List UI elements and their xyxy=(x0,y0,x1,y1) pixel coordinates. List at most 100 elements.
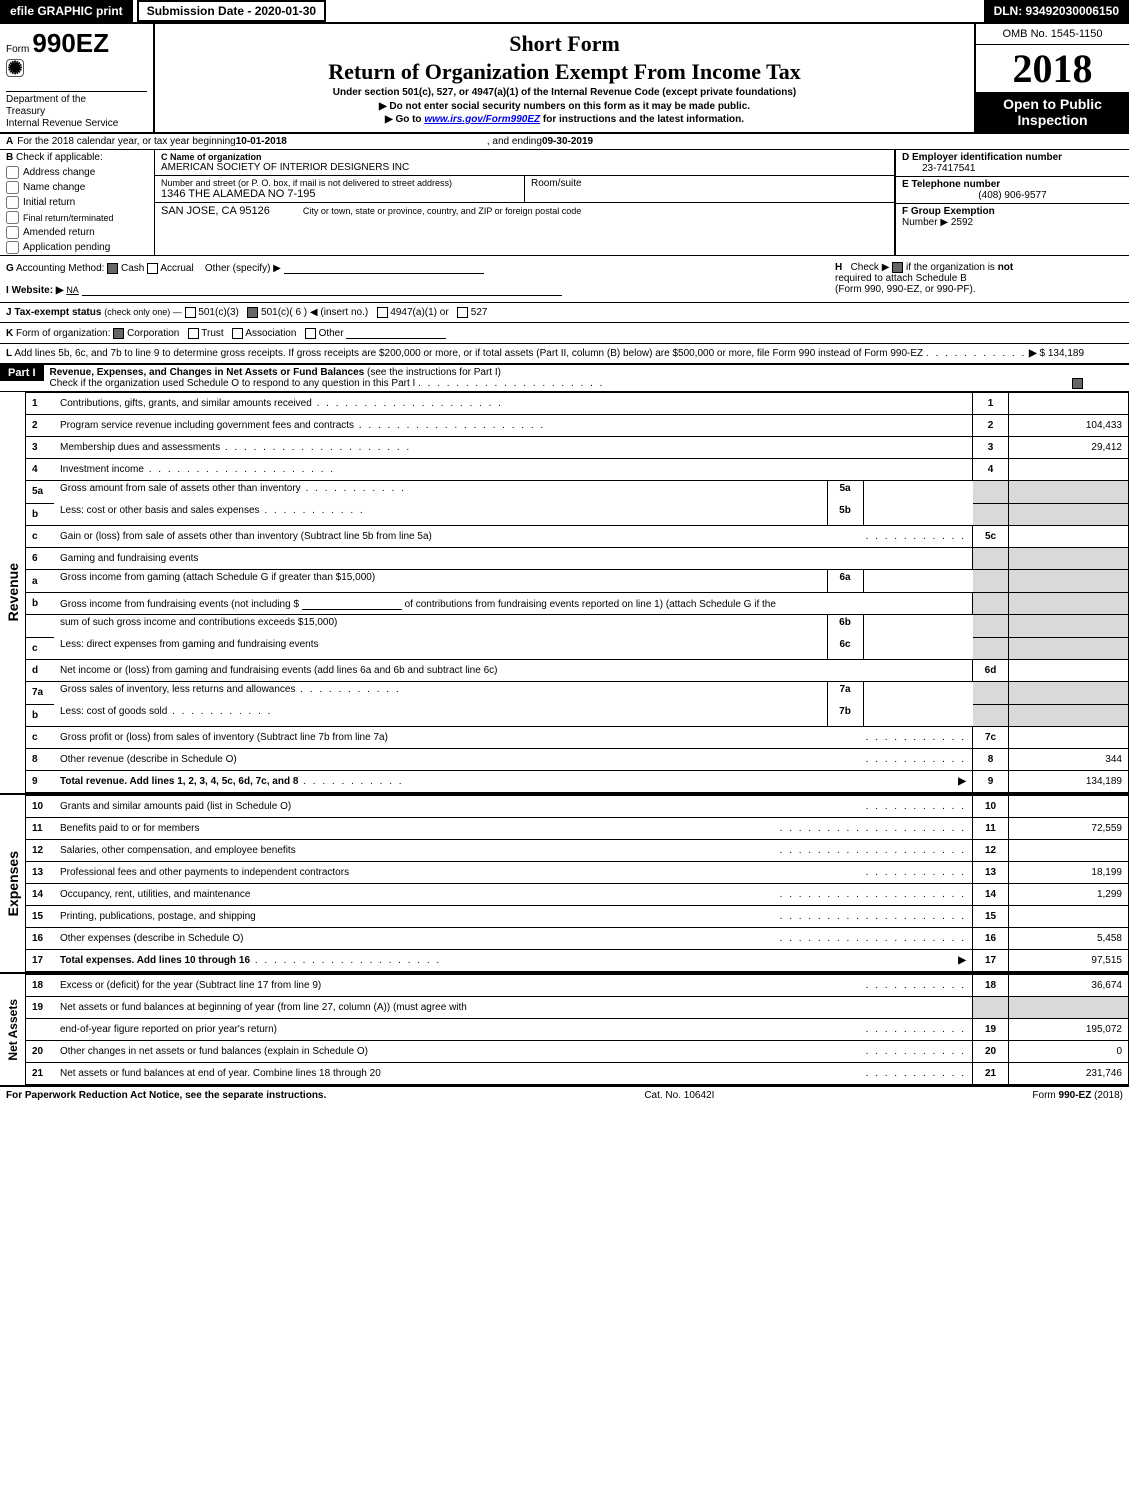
check-address-change[interactable]: Address change xyxy=(0,165,154,180)
sub3-post: for instructions and the latest informat… xyxy=(540,114,744,125)
checkbox-amended[interactable] xyxy=(6,226,19,239)
irs-seal-icon: ✺ xyxy=(6,59,24,77)
line-15: 15Printing, publications, postage, and s… xyxy=(26,906,1129,928)
footer-mid: Cat. No. 10642I xyxy=(644,1090,714,1101)
h-not: not xyxy=(998,262,1014,273)
expenses-table: 10Grants and similar amounts paid (list … xyxy=(26,795,1129,972)
i-letter: I xyxy=(6,285,9,296)
f-label2: Number ▶ xyxy=(902,217,948,228)
line-21: 21Net assets or fund balances at end of … xyxy=(26,1063,1129,1085)
efile-print-button[interactable]: efile GRAPHIC print xyxy=(0,0,133,22)
line-9: 9Total revenue. Add lines 1, 2, 3, 4, 5c… xyxy=(26,771,1129,793)
check-amended[interactable]: Amended return xyxy=(0,225,154,240)
dept-line2: Treasury xyxy=(6,106,147,118)
line-1: 1Contributions, gifts, grants, and simil… xyxy=(26,393,1129,415)
check-pending[interactable]: Application pending xyxy=(0,240,154,255)
j-501c-checkbox[interactable] xyxy=(247,307,258,318)
part1-schedule-o-checkbox[interactable] xyxy=(1072,378,1083,389)
form-prefix: Form xyxy=(6,44,29,55)
top-bar: efile GRAPHIC print Submission Date - 20… xyxy=(0,0,1129,24)
line-20: 20Other changes in net assets or fund ba… xyxy=(26,1041,1129,1063)
line-8: 8Other revenue (describe in Schedule O)8… xyxy=(26,749,1129,771)
j-sub: (check only one) — xyxy=(104,307,182,317)
h-letter: H xyxy=(835,262,842,273)
website-fill xyxy=(82,284,562,296)
k-other-checkbox[interactable] xyxy=(305,328,316,339)
checkbox-initial[interactable] xyxy=(6,196,19,209)
city-value: SAN JOSE, CA 95126 xyxy=(161,205,270,217)
tax-year: 2018 xyxy=(1013,45,1093,92)
street-value: 1346 THE ALAMEDA NO 7-195 xyxy=(161,188,518,200)
gh-block: G Accounting Method: Cash Accrual Other … xyxy=(0,256,1129,303)
main-title: Return of Organization Exempt From Incom… xyxy=(328,59,801,85)
k-o2: Trust xyxy=(201,328,223,339)
checkbox-name[interactable] xyxy=(6,181,19,194)
sub3-pre: ▶ Go to xyxy=(385,114,424,125)
revenue-vlabel-cell: Revenue xyxy=(0,392,26,793)
g-other-fill[interactable] xyxy=(284,262,484,274)
department-block: Department of the Treasury Internal Reve… xyxy=(6,91,147,130)
street-row: Number and street (or P. O. box, if mail… xyxy=(155,176,894,203)
check-final[interactable]: Final return/terminated xyxy=(0,210,154,225)
check-initial[interactable]: Initial return xyxy=(0,195,154,210)
k-o1: Corporation xyxy=(127,328,179,339)
checkbox-pending[interactable] xyxy=(6,241,19,254)
ein-row: D Employer identification number 23-7417… xyxy=(896,150,1129,177)
j-o3: 4947(a)(1) or xyxy=(390,307,448,318)
line-5a: 5aGross amount from sale of assets other… xyxy=(26,481,1129,504)
line-5b: bLess: cost or other basis and sales exp… xyxy=(26,503,1129,526)
line-7a: 7aGross sales of inventory, less returns… xyxy=(26,682,1129,705)
irs-link[interactable]: www.irs.gov/Form990EZ xyxy=(424,114,540,125)
org-name-row: C Name of organization AMERICAN SOCIETY … xyxy=(155,150,894,176)
line-17: 17Total expenses. Add lines 10 through 1… xyxy=(26,950,1129,972)
c-label: C Name of organization xyxy=(161,152,888,162)
line-6d: dNet income or (loss) from gaming and fu… xyxy=(26,660,1129,682)
k-assoc-checkbox[interactable] xyxy=(232,328,243,339)
street-label: Number and street (or P. O. box, if mail… xyxy=(161,178,518,188)
h-checkbox[interactable] xyxy=(892,262,903,273)
section-b: B Check if applicable: Address change Na… xyxy=(0,150,155,255)
expenses-vlabel: Expenses xyxy=(3,847,23,920)
e-label: E Telephone number xyxy=(902,179,1000,190)
part1-suffix: (see the instructions for Part I) xyxy=(367,367,501,378)
part1-title: Revenue, Expenses, and Changes in Net As… xyxy=(50,367,365,378)
city-row: SAN JOSE, CA 95126 City or town, state o… xyxy=(155,203,894,219)
revenue-section: Revenue 1Contributions, gifts, grants, a… xyxy=(0,392,1129,795)
j-501c3-checkbox[interactable] xyxy=(185,307,196,318)
j-527-checkbox[interactable] xyxy=(457,307,468,318)
phone-value: (408) 906-9577 xyxy=(902,190,1123,201)
dept-line3: Internal Revenue Service xyxy=(6,118,147,130)
line-14: 14Occupancy, rent, utilities, and mainte… xyxy=(26,884,1129,906)
d-label: D Employer identification number xyxy=(902,152,1062,163)
header-left: Form 990EZ ✺ Department of the Treasury … xyxy=(0,24,155,132)
check-name-change[interactable]: Name change xyxy=(0,180,154,195)
k-label: Form of organization: xyxy=(16,328,111,339)
k-other-fill[interactable] xyxy=(346,327,446,339)
netassets-vlabel: Net Assets xyxy=(4,995,22,1065)
g-accrual-checkbox[interactable] xyxy=(147,263,158,274)
k-corp-checkbox[interactable] xyxy=(113,328,124,339)
k-trust-checkbox[interactable] xyxy=(188,328,199,339)
line-a-mid: , and ending xyxy=(487,136,542,147)
k-letter: K xyxy=(6,328,13,339)
j-4947-checkbox[interactable] xyxy=(377,307,388,318)
omb-number: OMB No. 1545-1150 xyxy=(976,24,1129,45)
checkbox-final[interactable] xyxy=(6,211,19,224)
g-cash-checkbox[interactable] xyxy=(107,263,118,274)
j-o1: 501(c)(3) xyxy=(198,307,239,318)
subtitle-1: Under section 501(c), 527, or 4947(a)(1)… xyxy=(333,87,796,98)
g-text: Accounting Method: xyxy=(16,263,104,274)
netassets-vlabel-cell: Net Assets xyxy=(0,974,26,1085)
l-text: Add lines 5b, 6c, and 7b to line 9 to de… xyxy=(14,348,923,359)
line-19a: 19Net assets or fund balances at beginni… xyxy=(26,997,1129,1019)
entity-block: B Check if applicable: Address change Na… xyxy=(0,150,1129,256)
line-16: 16Other expenses (describe in Schedule O… xyxy=(26,928,1129,950)
header-center: Short Form Return of Organization Exempt… xyxy=(155,24,974,132)
revenue-vlabel: Revenue xyxy=(3,559,23,625)
section-def: D Employer identification number 23-7417… xyxy=(894,150,1129,255)
g-line: G Accounting Method: Cash Accrual Other … xyxy=(0,256,829,302)
line-19b: end-of-year figure reported on prior yea… xyxy=(26,1019,1129,1041)
b-letter: B xyxy=(6,152,13,163)
footer-right: Form 990-EZ (2018) xyxy=(1032,1090,1123,1101)
checkbox-addr[interactable] xyxy=(6,166,19,179)
